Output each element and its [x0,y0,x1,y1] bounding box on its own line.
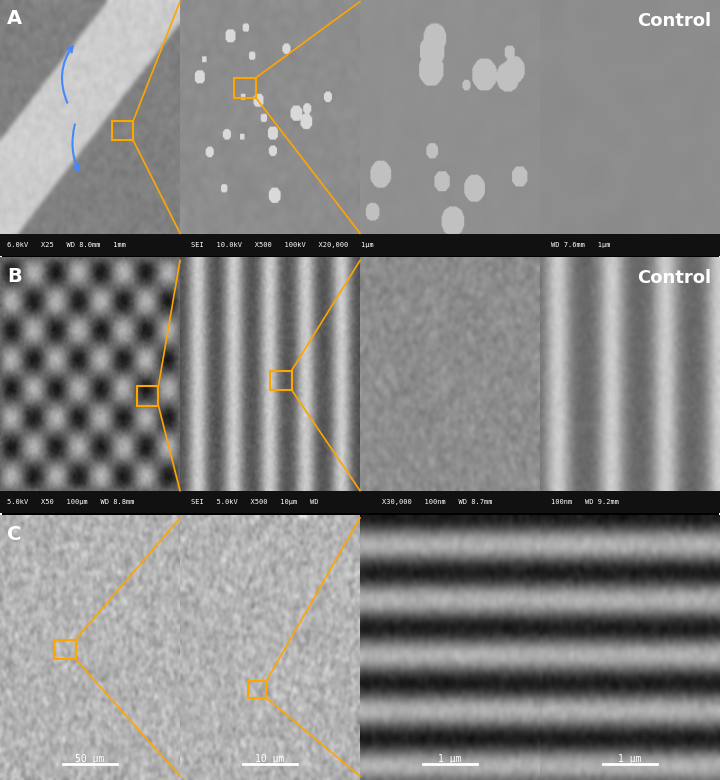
Text: Control: Control [637,269,711,287]
Text: 50 μm: 50 μm [76,754,104,764]
Text: A: A [7,9,22,28]
Text: 5.0kV   X50   100μm   WD 8.8mm: 5.0kV X50 100μm WD 8.8mm [7,499,135,505]
Text: Control: Control [637,12,711,30]
Text: WD 7.6mm   1μm: WD 7.6mm 1μm [551,242,611,248]
Bar [270,370,292,390]
Text: 100nm   WD 9.2mm: 100nm WD 9.2mm [551,499,618,505]
Text: C: C [7,526,22,544]
Text: 1 μm: 1 μm [438,754,462,764]
Text: 6.0kV   X25   WD 8.0mm   1mm: 6.0kV X25 WD 8.0mm 1mm [7,242,126,248]
Bar [54,640,76,659]
Text: X30,000   100nm   WD 8.7mm: X30,000 100nm WD 8.7mm [382,499,492,505]
Bar [137,386,158,406]
Bar [112,121,133,140]
Bar [248,681,266,698]
Bar [234,78,256,98]
Text: 10 μm: 10 μm [256,754,284,764]
Text: 1 μm: 1 μm [618,754,642,764]
Text: SEI   5.0kV   X500   10μm   WD: SEI 5.0kV X500 10μm WD [191,499,318,505]
Text: B: B [7,267,22,285]
Text: SEI   10.0kV   X500   100kV   X20,000   1μm: SEI 10.0kV X500 100kV X20,000 1μm [191,242,374,248]
